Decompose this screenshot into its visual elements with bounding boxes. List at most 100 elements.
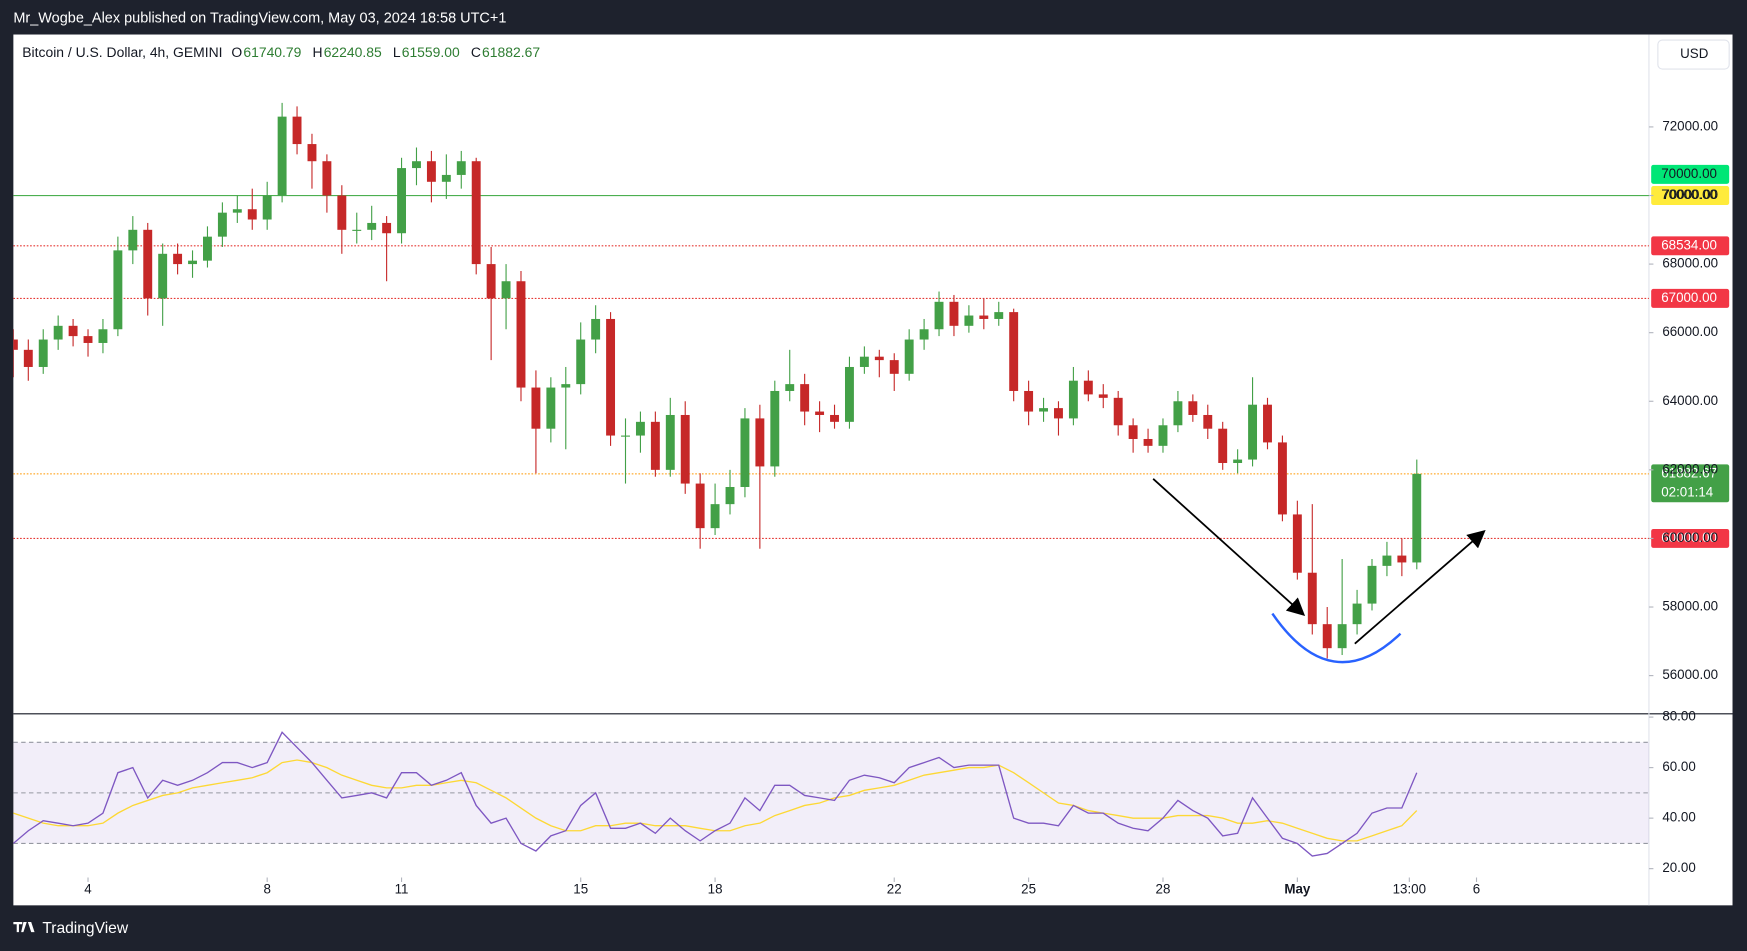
candle-body: [770, 390, 780, 467]
candle-body: [934, 301, 944, 330]
candle-body: [322, 161, 332, 196]
candle-body: [143, 229, 153, 299]
x-tick-label: 15: [573, 881, 588, 896]
ohlc-value: 61740.79: [243, 44, 301, 60]
y-tick-label: 60000.00: [1662, 530, 1718, 545]
ohlc-key: L: [393, 44, 401, 60]
candle-body: [441, 174, 451, 182]
ohlc-value: 61882.67: [482, 44, 540, 60]
price-tag-label: 70000.00: [1661, 187, 1717, 202]
ohlc-key: C: [471, 44, 481, 60]
candle-body: [68, 325, 78, 337]
price-tag: [1651, 288, 1730, 308]
candle-body: [1352, 603, 1362, 625]
candle-body: [964, 315, 974, 326]
ohlc: O 61740.79 H 62240.85 L 61559.00 C 61882.67: [231, 44, 540, 60]
candle-body: [740, 418, 750, 487]
price-tag-label: 60000.00: [1661, 530, 1717, 545]
price-tag: [1651, 186, 1730, 205]
price-tag: [1651, 528, 1730, 548]
candle-body: [800, 384, 810, 412]
candle-body: [262, 195, 272, 220]
candle-body: [725, 486, 735, 505]
candle-body: [13, 339, 18, 350]
price-tag-label: 70000.00: [1661, 166, 1717, 181]
candle-body: [23, 349, 33, 367]
candle-body: [665, 414, 675, 470]
candle-body: [501, 281, 511, 299]
candle-body: [1307, 572, 1317, 625]
x-tick-label: 11: [395, 881, 409, 896]
candle-body: [188, 260, 197, 265]
currency-button[interactable]: [1657, 39, 1730, 70]
x-tick-label: May: [1284, 881, 1311, 896]
candle-body: [606, 318, 616, 436]
x-tick-label: 6: [1473, 881, 1480, 896]
y-tick-label: 56000.00: [1662, 667, 1718, 682]
candle-body: [621, 435, 630, 437]
candle-body: [844, 366, 854, 422]
candle-body: [128, 229, 138, 251]
candle-body: [158, 253, 168, 299]
candle-body: [1039, 408, 1048, 412]
candle-body: [113, 250, 123, 330]
candle-body: [680, 414, 690, 484]
candle-body: [1173, 401, 1183, 426]
candle-body: [1083, 380, 1093, 395]
price-tag-label: 61882.67: [1661, 465, 1717, 480]
candle-body: [367, 222, 377, 230]
x-tick-label: 25: [1021, 881, 1036, 896]
candle-body: [561, 384, 571, 388]
candle-body: [1113, 397, 1123, 426]
candle-body: [456, 161, 466, 175]
currency[interactable]: USD: [1680, 46, 1709, 61]
ohlc-key: O: [231, 44, 242, 60]
candle-body: [53, 325, 63, 340]
candle-body: [1068, 380, 1078, 419]
x-tick-label: 22: [887, 881, 902, 896]
rsi-tick-label: 60.00: [1662, 759, 1695, 774]
candle-body: [785, 384, 795, 391]
candle-body: [994, 312, 1004, 319]
arrow-down: [1152, 478, 1306, 616]
candle-body: [859, 356, 869, 367]
candle-body: [815, 411, 825, 415]
candle-body: [397, 168, 407, 234]
candle-body: [1128, 425, 1138, 439]
candle-body: [576, 339, 586, 385]
candle-body: [710, 504, 720, 529]
candle-body: [203, 236, 212, 261]
candle-body: [755, 418, 765, 467]
candle-body: [292, 116, 302, 145]
annotations: [1152, 478, 1486, 664]
candle-body: [1098, 394, 1108, 398]
candle-body: [650, 421, 660, 470]
candle-body: [516, 281, 526, 388]
y-tick-label: 58000.00: [1662, 599, 1718, 614]
candle-body: [1277, 442, 1287, 515]
brand-logo: [13, 922, 35, 933]
price-tag: [1651, 464, 1730, 503]
candle-body: [486, 264, 496, 299]
candle-body: [1367, 565, 1377, 604]
candle-body: [949, 301, 959, 326]
y-tick-label: 64000.00: [1662, 393, 1718, 408]
ohlc-value: 61559.00: [402, 44, 460, 60]
candle-body: [352, 229, 362, 231]
x-tick-label: 28: [1156, 881, 1171, 896]
candle-body: [830, 414, 839, 422]
candle-body: [1382, 555, 1392, 566]
candle-body: [546, 387, 556, 429]
x-tick-label: 18: [708, 881, 723, 896]
candle-body: [173, 253, 183, 265]
candle-body: [919, 329, 929, 340]
candle-body: [412, 161, 421, 169]
candle-body: [1218, 428, 1228, 463]
candle-body: [1188, 401, 1198, 415]
candle-body: [277, 116, 287, 196]
candle-body: [83, 336, 93, 343]
rsi-band: [13, 742, 1649, 844]
candle-body: [337, 195, 347, 230]
candle-body: [1143, 438, 1153, 446]
